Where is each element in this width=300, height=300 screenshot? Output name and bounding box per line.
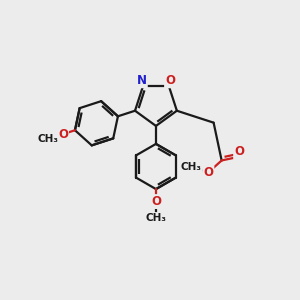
Text: O: O [151,195,161,208]
Text: O: O [234,146,244,158]
Text: N: N [137,74,147,87]
Text: CH₃: CH₃ [37,134,58,144]
Text: O: O [203,166,213,179]
Text: O: O [165,74,175,87]
Text: CH₃: CH₃ [146,213,167,223]
Text: O: O [58,128,68,141]
Text: CH₃: CH₃ [181,162,202,172]
